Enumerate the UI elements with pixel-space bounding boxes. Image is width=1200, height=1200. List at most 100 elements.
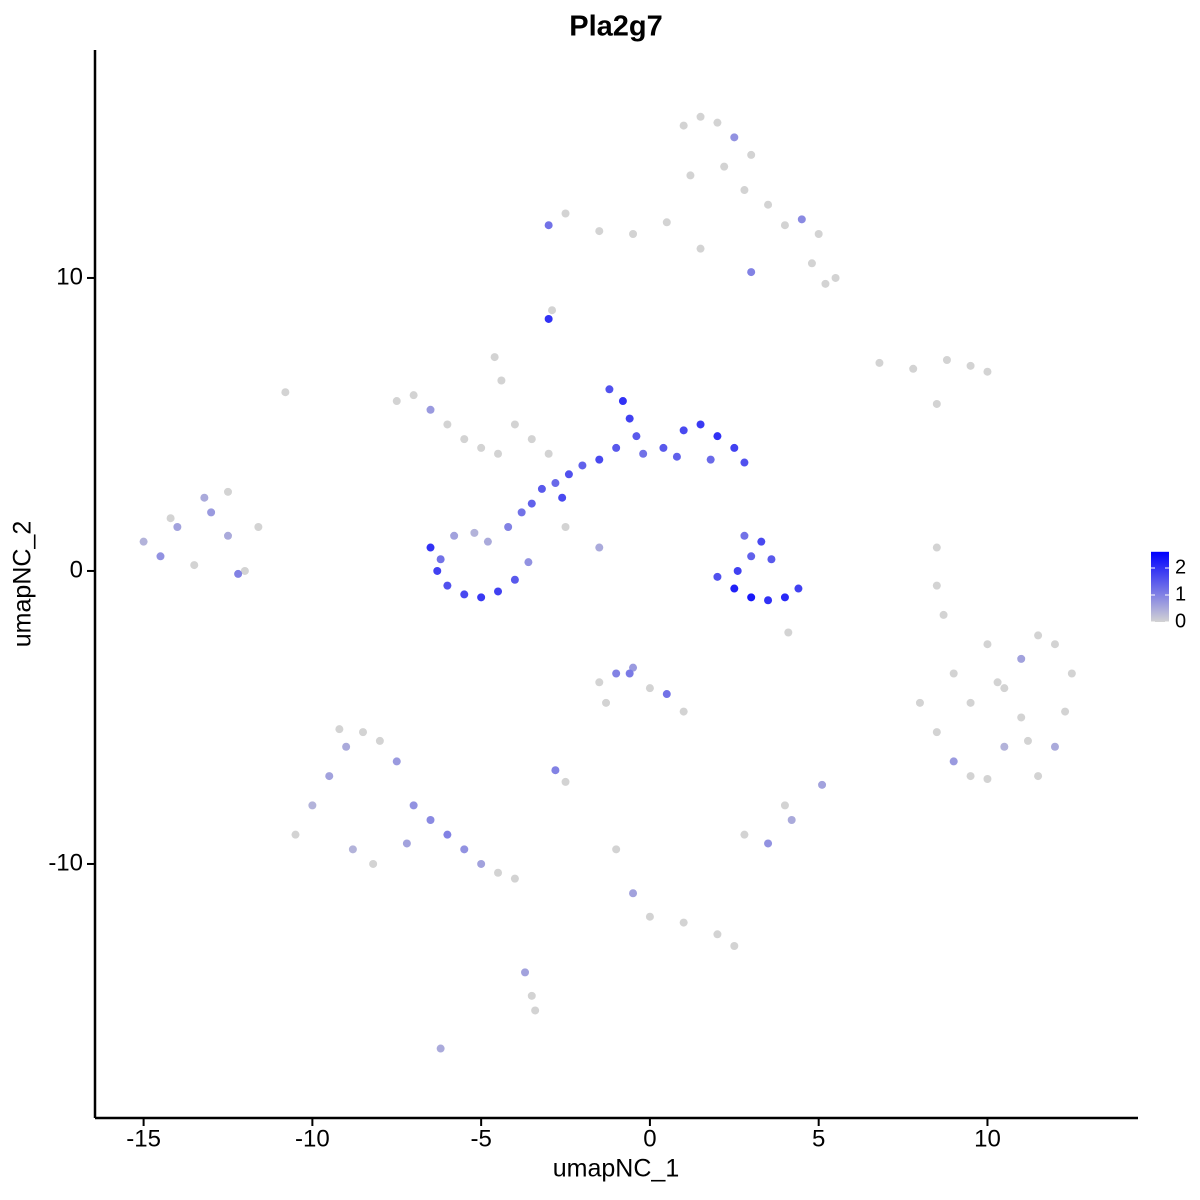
point — [578, 461, 587, 470]
point — [612, 669, 621, 678]
point — [831, 273, 840, 282]
point — [818, 780, 827, 789]
point — [1000, 684, 1009, 693]
point — [993, 678, 1002, 687]
point — [814, 230, 823, 239]
point — [787, 816, 796, 825]
point — [747, 552, 756, 561]
point — [426, 543, 435, 552]
point — [517, 508, 526, 517]
point — [932, 728, 941, 737]
point — [939, 610, 948, 619]
point — [983, 640, 992, 649]
x-axis-label: umapNC_1 — [553, 1155, 679, 1183]
point — [629, 663, 638, 672]
point — [281, 388, 290, 397]
point — [740, 186, 749, 195]
point — [369, 859, 378, 868]
point — [612, 845, 621, 854]
point — [564, 470, 573, 479]
point — [696, 112, 705, 121]
point — [821, 279, 830, 288]
point — [807, 259, 816, 268]
point — [645, 684, 654, 693]
point — [625, 669, 634, 678]
point — [527, 499, 536, 508]
point — [794, 584, 803, 593]
point — [426, 405, 435, 414]
point — [730, 443, 739, 452]
point — [983, 774, 992, 783]
point — [200, 493, 209, 502]
point — [483, 537, 492, 546]
point — [629, 230, 638, 239]
point — [932, 543, 941, 552]
point — [932, 581, 941, 590]
point — [223, 487, 232, 496]
point — [392, 397, 401, 406]
point — [443, 581, 452, 590]
point — [443, 830, 452, 839]
point — [494, 587, 503, 596]
point — [764, 200, 773, 209]
point — [942, 355, 951, 364]
point — [234, 569, 243, 578]
point — [551, 766, 560, 775]
point — [254, 523, 263, 532]
point — [1000, 742, 1009, 751]
x-tick-label: 5 — [812, 1125, 825, 1152]
point — [524, 558, 533, 567]
point — [335, 725, 344, 734]
point — [625, 414, 634, 423]
point — [537, 484, 546, 493]
point — [544, 314, 553, 323]
point — [1017, 713, 1026, 722]
point — [662, 218, 671, 227]
point — [662, 690, 671, 699]
point — [436, 555, 445, 564]
point — [909, 364, 918, 373]
point — [713, 118, 722, 127]
point — [477, 593, 486, 602]
point — [240, 566, 249, 575]
point — [1034, 772, 1043, 781]
point — [409, 801, 418, 810]
point — [595, 455, 604, 464]
point — [639, 449, 648, 458]
point — [713, 930, 722, 939]
point — [618, 397, 627, 406]
point — [629, 889, 638, 898]
point — [605, 385, 614, 394]
y-tick-label: 10 — [56, 263, 83, 290]
point — [510, 575, 519, 584]
point — [494, 868, 503, 877]
point — [915, 698, 924, 707]
point — [460, 435, 469, 444]
point — [949, 757, 958, 766]
point — [780, 593, 789, 602]
point — [720, 162, 729, 171]
point — [757, 537, 766, 546]
point — [730, 584, 739, 593]
point — [797, 215, 806, 224]
point — [595, 678, 604, 687]
point — [548, 306, 557, 315]
point — [713, 572, 722, 581]
point — [544, 221, 553, 230]
point — [531, 1006, 540, 1015]
point — [696, 420, 705, 429]
point — [780, 801, 789, 810]
x-tick-label: 10 — [974, 1125, 1001, 1152]
point — [348, 845, 357, 854]
point — [1050, 742, 1059, 751]
x-tick-label: -10 — [295, 1125, 330, 1152]
point — [436, 1044, 445, 1053]
x-tick-label: 0 — [643, 1125, 656, 1152]
y-axis-label: umapNC_2 — [9, 521, 37, 647]
point — [156, 552, 165, 561]
x-tick-label: -15 — [126, 1125, 161, 1152]
point — [966, 772, 975, 781]
point — [510, 874, 519, 883]
point — [875, 358, 884, 367]
